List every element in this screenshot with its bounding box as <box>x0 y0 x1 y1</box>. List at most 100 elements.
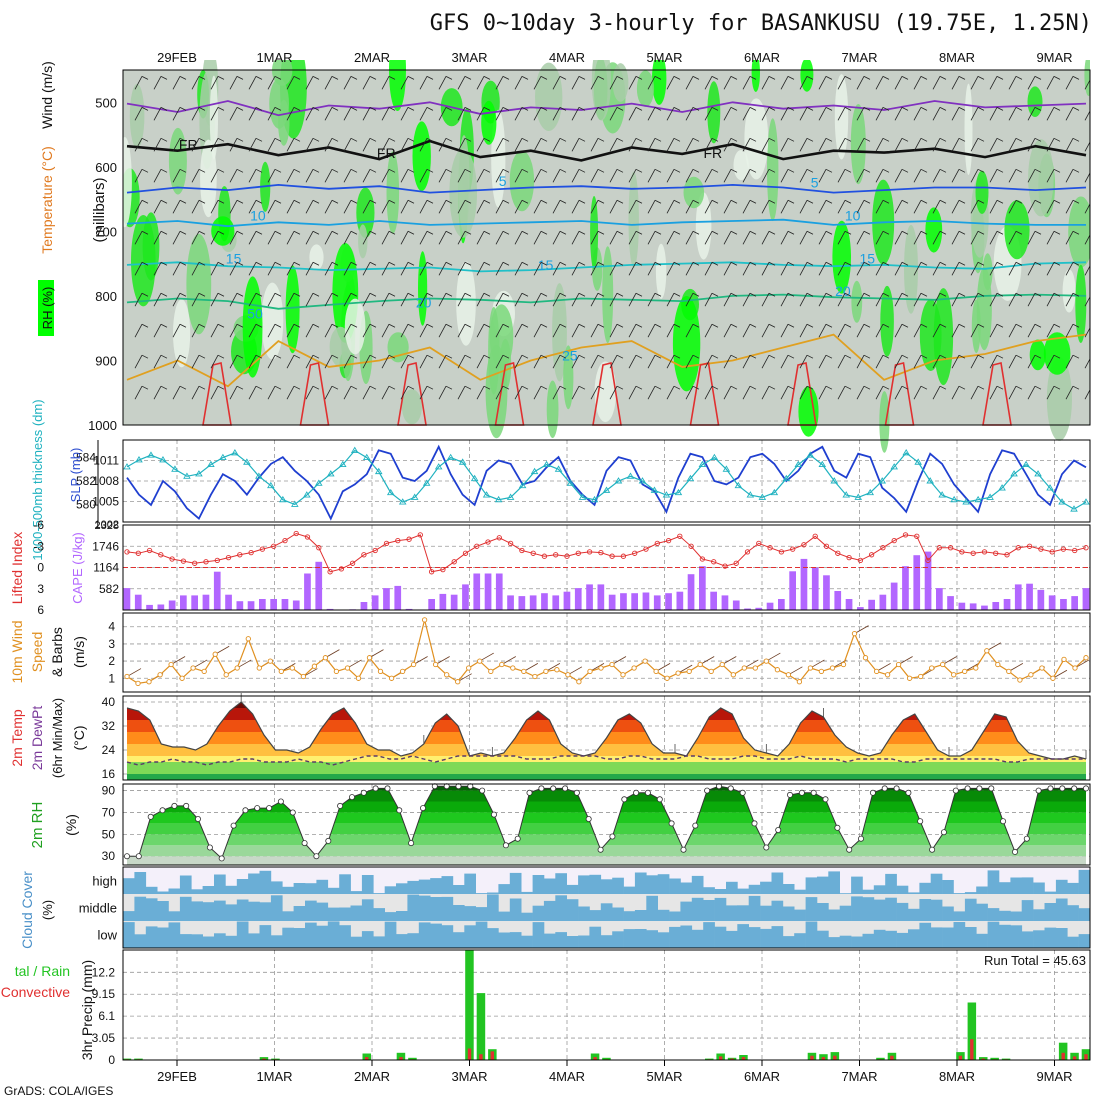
temp-label-c: (6hr Min/Max) <box>50 698 65 778</box>
cloud-cell <box>498 911 511 921</box>
wind-barb-flag <box>521 137 529 142</box>
wind-barb <box>362 231 371 245</box>
wind-barb-flag <box>711 354 719 359</box>
wind-barb <box>628 138 637 152</box>
cloud-cell <box>680 882 693 894</box>
wind-barb-flag <box>901 168 909 173</box>
wind-barb-flag <box>502 76 510 80</box>
cloud-cell <box>134 872 147 894</box>
wind-barb-flag <box>445 137 453 142</box>
wind-barb-flag <box>901 76 909 80</box>
wind-barb-10m <box>810 659 825 669</box>
thickness-marker <box>602 486 611 493</box>
wind-barb-flag <box>635 106 643 111</box>
cape-bar <box>541 593 548 610</box>
cloud-cell <box>794 933 806 948</box>
wind-barb <box>552 324 561 338</box>
li-marker <box>406 536 412 542</box>
thickness-marker <box>926 477 934 484</box>
wind-barb <box>742 293 751 307</box>
wind-barb <box>362 138 371 152</box>
wind-barb <box>723 231 732 245</box>
cloud-cell <box>964 892 977 894</box>
li-marker <box>1072 547 1078 554</box>
cloud-cell <box>817 876 829 894</box>
wind-barb-flag <box>939 76 947 80</box>
li-marker <box>349 560 356 566</box>
wind-barb-flag <box>977 168 985 173</box>
cloud-cell <box>373 936 385 948</box>
wind-barb-flag <box>673 261 681 266</box>
wind-speed-marker <box>157 672 163 678</box>
cloud-cell <box>578 875 590 894</box>
wind-barb-flag <box>844 76 852 80</box>
wind-barb-flag <box>692 230 700 235</box>
wind-barb <box>723 385 732 400</box>
wind-barb <box>628 324 637 338</box>
cloud-cell <box>657 874 670 894</box>
wind-barb-flag <box>692 292 700 297</box>
cloud-cell <box>214 900 226 921</box>
thickness-marker <box>434 463 443 470</box>
wind-barb <box>647 231 656 245</box>
wind-barb-flag <box>483 137 491 142</box>
rh-patch <box>269 78 289 129</box>
wind-barb <box>1084 234 1090 245</box>
cape-bar <box>428 599 435 610</box>
cape-bar <box>1037 589 1045 610</box>
wind-speed-marker <box>631 665 637 671</box>
cloud-cell <box>339 907 351 921</box>
wind-barb <box>761 262 770 276</box>
cloud-cell <box>543 878 556 894</box>
wind-barb-flag <box>141 261 149 266</box>
thickness-axis-label: 1000-500mb thickness (dm) <box>30 399 45 560</box>
wind-barb <box>780 385 789 400</box>
wind-barb <box>666 355 675 369</box>
thickness-marker <box>518 481 527 489</box>
thickness-frame <box>122 439 1091 523</box>
wind-barb <box>704 200 713 214</box>
wind-barb <box>875 200 884 214</box>
wind-barb <box>343 169 352 183</box>
rh-marker <box>692 822 699 829</box>
slp-bottom-tick: 1002 <box>95 519 119 531</box>
date-label-top: 4MAR <box>549 50 585 65</box>
wind-barb <box>875 76 884 90</box>
wind-barb <box>761 107 770 121</box>
wind-barb-flag <box>236 261 244 266</box>
rh-patch <box>546 380 559 439</box>
rh-marker <box>218 855 225 862</box>
cloud-cell <box>839 905 852 921</box>
li-marker <box>146 547 153 554</box>
precip-total-bar <box>990 1057 999 1060</box>
wind-barb <box>457 324 466 338</box>
cloud-cell <box>293 883 306 894</box>
precip-total-bar <box>876 1057 885 1060</box>
li-marker <box>259 546 266 552</box>
date-label-top: 29FEB <box>157 50 197 65</box>
cloud-cell <box>225 885 238 894</box>
wind-barb-10m <box>766 652 781 662</box>
wind-barb <box>723 138 732 152</box>
wind-speed-marker <box>884 672 891 678</box>
wind-barb <box>286 262 295 276</box>
wind10m-label-c: & Barbs <box>49 627 65 677</box>
wind-barb-flag <box>1053 230 1061 235</box>
wind-speed-marker <box>807 665 814 671</box>
wind-barb-flag <box>806 199 814 204</box>
cloud-cell <box>1044 891 1057 894</box>
wind-barb <box>970 293 979 307</box>
wind-barb <box>362 169 371 183</box>
cloud-cell <box>930 873 943 894</box>
li-marker <box>1049 549 1055 555</box>
wind-barb <box>723 76 732 90</box>
wind-barb <box>1008 138 1017 152</box>
rh-patch <box>851 280 863 323</box>
rh-marker <box>869 789 876 796</box>
cloud-cell <box>1010 877 1023 894</box>
cloud-cell <box>669 911 681 921</box>
wind-barb-flag <box>160 292 168 297</box>
isotherm-label: 20 <box>835 283 851 299</box>
wind-barb <box>1008 231 1017 245</box>
